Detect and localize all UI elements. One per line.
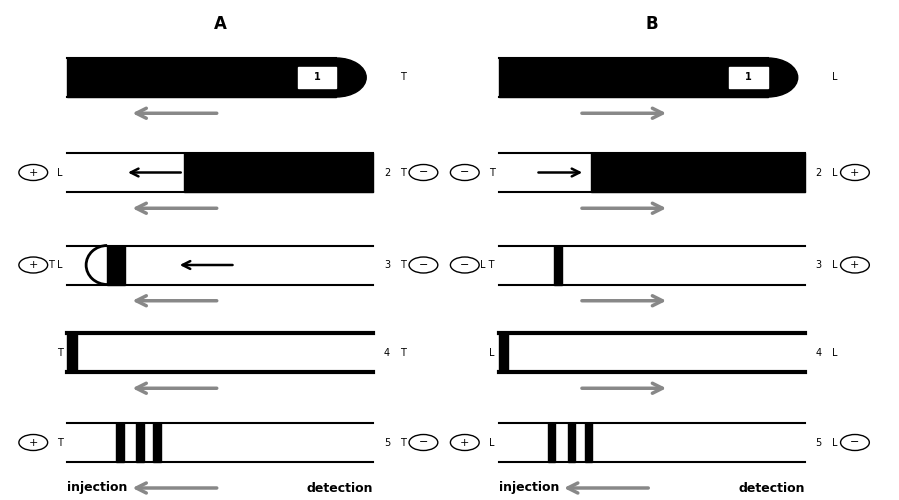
Text: T: T [57, 438, 63, 448]
Text: 3: 3 [384, 260, 390, 270]
Bar [591, 153, 805, 192]
Text: L: L [832, 168, 837, 177]
Text: −: − [419, 438, 428, 448]
Bar [183, 153, 373, 192]
Text: L: L [832, 438, 837, 448]
Text: 5: 5 [815, 438, 822, 448]
Bar [107, 246, 125, 284]
Text: 1: 1 [314, 72, 321, 83]
Text: T L: T L [49, 260, 63, 270]
Bar [153, 423, 161, 462]
Text: L: L [832, 72, 837, 83]
Bar [137, 423, 144, 462]
Text: L: L [832, 260, 837, 270]
Bar [499, 333, 508, 372]
Text: −: − [850, 438, 859, 448]
Text: +: + [850, 168, 859, 177]
Text: +: + [460, 438, 469, 448]
Bar [584, 423, 592, 462]
Text: +: + [29, 168, 38, 177]
Text: A: A [214, 15, 227, 33]
Text: T: T [57, 348, 63, 358]
Text: +: + [29, 438, 38, 448]
Text: 1: 1 [745, 72, 752, 83]
Text: L: L [832, 348, 837, 358]
Bar [568, 423, 575, 462]
Text: L: L [489, 348, 494, 358]
Text: −: − [460, 168, 469, 177]
Bar [547, 423, 556, 462]
Text: T: T [400, 438, 406, 448]
Text: injection: injection [499, 482, 559, 494]
Text: L: L [58, 168, 63, 177]
Text: B: B [645, 15, 658, 33]
Text: 3: 3 [815, 260, 822, 270]
Text: +: + [29, 260, 38, 270]
Text: injection: injection [67, 482, 128, 494]
Bar [67, 333, 76, 372]
Text: 5: 5 [384, 438, 390, 448]
Ellipse shape [738, 58, 797, 97]
Text: T: T [488, 168, 494, 177]
Text: −: − [419, 168, 428, 177]
Text: 4: 4 [815, 348, 822, 358]
Text: +: + [850, 260, 859, 270]
Bar [116, 423, 124, 462]
Text: T: T [400, 348, 406, 358]
Bar [554, 246, 562, 284]
Text: L: L [489, 438, 494, 448]
Bar [499, 58, 768, 97]
Text: detection: detection [738, 482, 805, 494]
Text: 2: 2 [815, 168, 822, 177]
Text: −: − [460, 260, 469, 270]
Text: −: − [419, 260, 428, 270]
Text: 2: 2 [384, 168, 390, 177]
Text: L T: L T [480, 260, 494, 270]
Text: T: T [400, 168, 406, 177]
Bar [729, 67, 768, 88]
Text: detection: detection [307, 482, 373, 494]
Bar [67, 58, 336, 97]
Ellipse shape [307, 58, 366, 97]
Text: T: T [400, 72, 406, 83]
Bar [298, 67, 336, 88]
Text: T: T [400, 260, 406, 270]
Text: 4: 4 [384, 348, 390, 358]
